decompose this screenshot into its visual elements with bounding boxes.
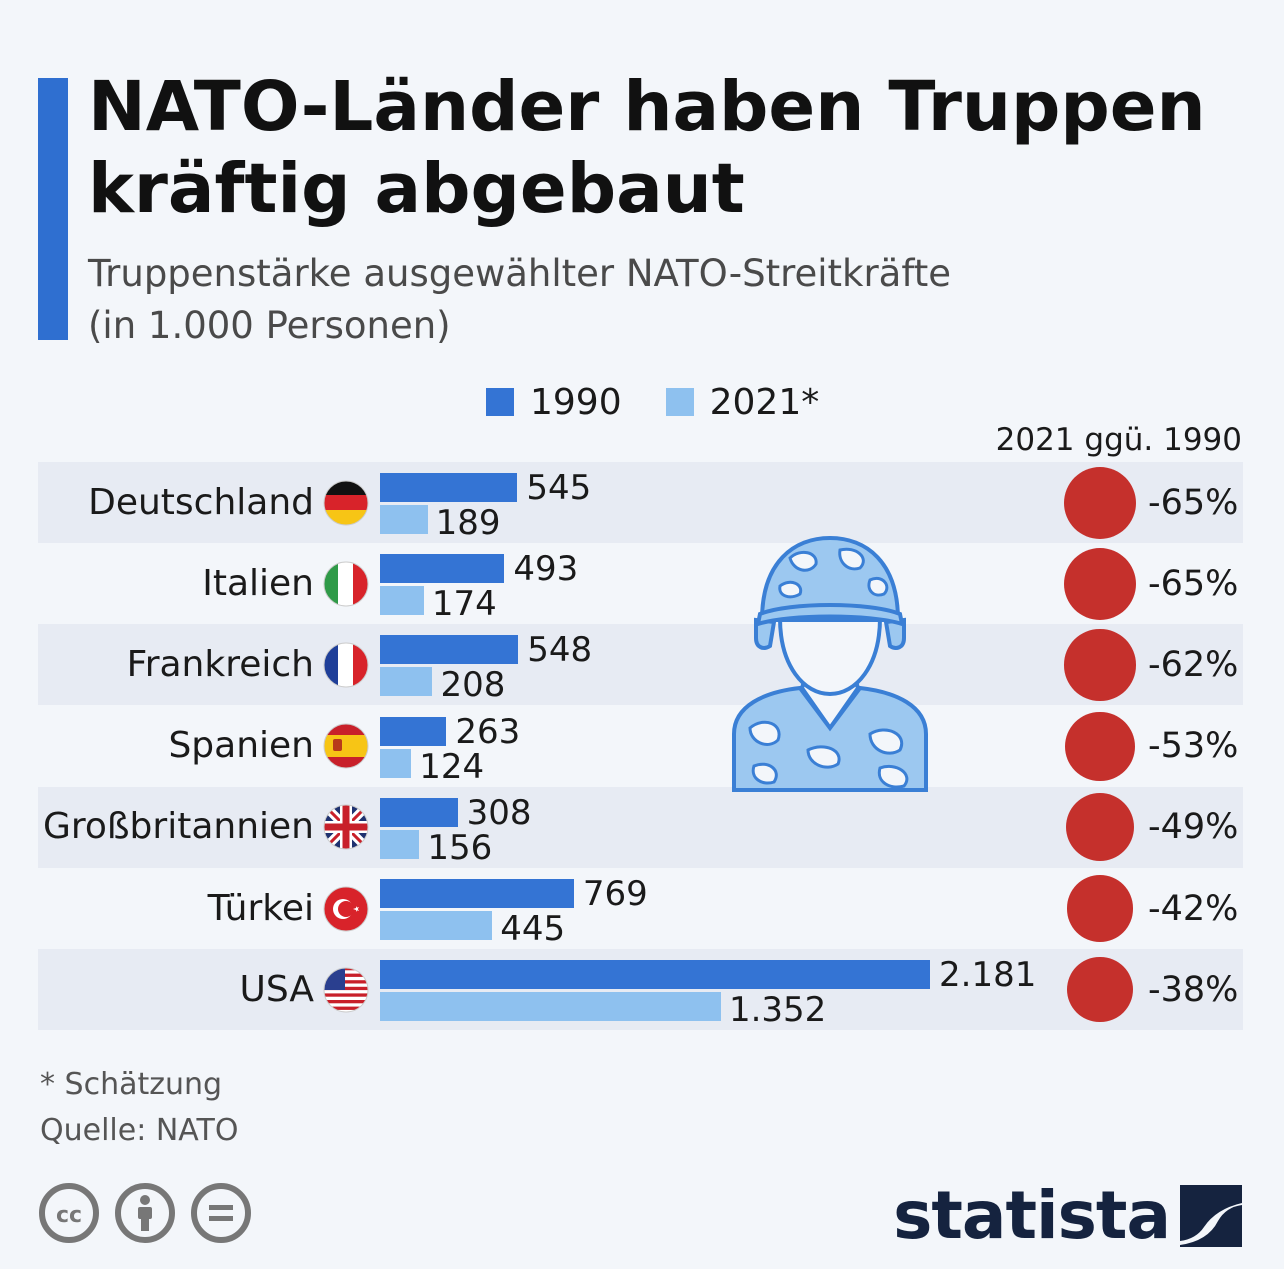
bar-2021: [380, 586, 424, 616]
source-note: Quelle: NATO: [40, 1113, 239, 1148]
france-flag-icon: [323, 642, 369, 688]
change-column-header: 2021 ggü. 1990: [995, 422, 1242, 458]
change-label: -65%: [1148, 482, 1239, 523]
bar-1990: [380, 797, 458, 827]
bar-1990: [380, 554, 505, 584]
bar-2021: [380, 748, 412, 778]
change-dot: [1066, 875, 1134, 942]
category-label: Spanien: [168, 725, 314, 767]
brand-name: statista: [893, 1177, 1171, 1254]
category-label: Frankreich: [126, 644, 314, 685]
bar-1990: [380, 879, 574, 908]
cc-icon: cc: [39, 1183, 99, 1243]
bar-2021: [380, 505, 428, 534]
legend-label-1990: 1990: [530, 381, 622, 423]
value-label-1990: 2.181: [939, 955, 1037, 996]
legend-swatch-2021: [665, 388, 694, 416]
change-label: -62%: [1148, 645, 1239, 685]
category-label: Italien: [202, 562, 314, 604]
svg-text:cc: cc: [56, 1203, 82, 1228]
bar-1990: [380, 473, 518, 502]
spain-flag-icon: [323, 723, 369, 769]
bar-2021: [380, 992, 721, 1022]
value-label-2021: 445: [500, 909, 566, 949]
value-label-1990: 263: [455, 711, 521, 752]
value-label-1990: 545: [526, 468, 592, 508]
change-dot: [1067, 957, 1133, 1023]
legend-item-2021: 2021*: [665, 381, 820, 423]
legend-swatch-1990: [486, 388, 514, 416]
chart-subtitle: Truppenstärke ausgewählter NATO-Streitkr…: [88, 252, 951, 347]
change-dot: [1064, 629, 1136, 701]
value-label-1990: 493: [513, 549, 579, 590]
category-label: USA: [239, 968, 315, 1010]
bar-1990: [380, 635, 519, 665]
attribution-icon: [115, 1183, 175, 1243]
change-dot: [1064, 547, 1136, 620]
change-dot: [1064, 466, 1136, 539]
footnote-estimate: * Schätzung: [40, 1067, 223, 1102]
soldier-icon: [732, 535, 928, 792]
bar-2021: [380, 829, 420, 859]
bar-1990: [380, 960, 930, 990]
value-label-2021: 208: [440, 665, 506, 706]
legend: 1990 2021*: [486, 380, 863, 424]
change-label: -65%: [1148, 563, 1239, 604]
category-label: Deutschland: [88, 481, 314, 523]
uk-flag-icon: [323, 804, 369, 850]
value-label-2021: 189: [435, 503, 501, 543]
italy-flag-icon: [323, 561, 369, 607]
bar-2021: [380, 911, 493, 940]
legend-item-1990: 1990: [486, 382, 622, 423]
change-label: -38%: [1148, 969, 1239, 1010]
chart-title: NATO-Länder haben Truppen kräftig abgeba…: [88, 67, 1206, 229]
germany-flag-icon: [323, 480, 369, 526]
chart-row: [38, 786, 1243, 868]
statista-mark-icon: [1180, 1185, 1242, 1247]
statista-logo[interactable]: statista: [893, 1178, 1244, 1254]
chart-row: [38, 624, 1243, 706]
bar-2021: [380, 667, 433, 697]
value-label-1990: 769: [582, 874, 648, 914]
no-derivatives-icon: [191, 1183, 251, 1243]
change-label: -53%: [1148, 726, 1239, 767]
turkey-flag-icon: [323, 886, 369, 932]
legend-label-2021: 2021*: [709, 381, 820, 423]
category-label: Türkei: [207, 887, 314, 929]
change-dot: [1065, 793, 1135, 862]
change-label: -49%: [1148, 807, 1239, 848]
value-label-1990: 548: [527, 630, 593, 671]
chart-row: [38, 462, 1243, 543]
bar-1990: [380, 716, 447, 746]
license-icons: cc: [38, 1182, 266, 1244]
change-label: -42%: [1148, 888, 1239, 929]
accent-bar: [38, 78, 68, 340]
value-label-2021: 1.352: [728, 990, 827, 1031]
value-label-2021: 174: [431, 584, 497, 625]
category-label: Großbritannien: [42, 806, 314, 848]
value-label-2021: 124: [419, 746, 485, 787]
value-label-2021: 156: [427, 827, 493, 868]
value-label-1990: 308: [466, 792, 532, 833]
usa-flag-icon: [323, 967, 369, 1013]
change-dot: [1065, 711, 1135, 781]
footnote: * Schätzung Quelle: NATO: [40, 1062, 238, 1154]
